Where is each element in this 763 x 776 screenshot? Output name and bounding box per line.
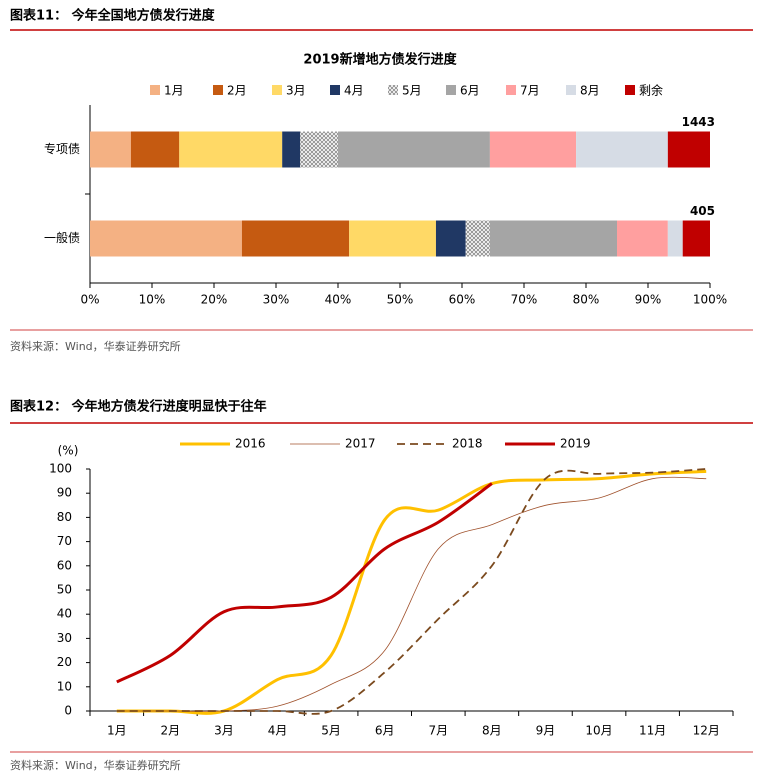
- source: 资料来源：Wind，华泰证券研究所: [10, 758, 181, 772]
- bar-segment: [349, 220, 436, 257]
- y-tick-label: 10: [57, 679, 72, 693]
- annotation: 1443: [682, 115, 715, 129]
- y-tick-label: 70: [57, 534, 72, 548]
- legend-label: 7月: [520, 84, 540, 98]
- x-tick-label: 80%: [573, 293, 600, 307]
- x-tick-label: 40%: [325, 293, 352, 307]
- bar-segment: [179, 131, 283, 168]
- x-tick-label: 4月: [268, 724, 288, 738]
- y-tick-label: 50: [57, 583, 72, 597]
- y-tick-label: 80: [57, 510, 72, 524]
- x-tick-label: 3月: [214, 724, 234, 738]
- x-tick-label: 90%: [635, 293, 662, 307]
- legend-label: 2017: [345, 437, 376, 451]
- legend-swatch: [446, 85, 456, 95]
- x-tick-label: 1月: [107, 724, 127, 738]
- line-series: [116, 482, 493, 684]
- bar-segment: [489, 131, 577, 168]
- bar-segment: [241, 220, 350, 257]
- legend-swatch: [272, 85, 282, 95]
- x-tick-label: 8月: [482, 724, 502, 738]
- y-tick-label: 30: [57, 631, 72, 645]
- bar-segment: [130, 131, 180, 168]
- legend-label: 2月: [227, 84, 247, 98]
- legend-swatch: [388, 85, 398, 95]
- legend-label: 2016: [235, 437, 266, 451]
- x-tick-label: 7月: [428, 724, 448, 738]
- line-series: [116, 468, 707, 715]
- x-tick-label: 100%: [693, 293, 727, 307]
- x-tick-label: 6月: [375, 724, 395, 738]
- line-series: [116, 469, 707, 715]
- x-tick-label: 10%: [139, 293, 166, 307]
- legend-swatch: [150, 85, 160, 95]
- x-tick-label: 2月: [161, 724, 181, 738]
- bar-segment: [90, 131, 131, 168]
- legend-swatch: [566, 85, 576, 95]
- x-tick-label: 30%: [263, 293, 290, 307]
- bar-segment: [667, 220, 683, 257]
- bar-segment: [282, 131, 301, 168]
- bar-segment: [667, 131, 710, 168]
- bar-segment: [435, 220, 466, 257]
- x-tick-label: 0%: [80, 293, 99, 307]
- x-tick-label: 9月: [536, 724, 556, 738]
- bar-segment: [489, 220, 617, 257]
- legend-label: 8月: [580, 84, 600, 98]
- x-tick-label: 20%: [201, 293, 228, 307]
- legend-label: 4月: [344, 84, 364, 98]
- source: 资料来源：Wind，华泰证券研究所: [10, 339, 181, 353]
- x-tick-label: 10月: [585, 724, 612, 738]
- y-tick-label: 0: [64, 704, 72, 718]
- bar-segment: [338, 131, 490, 168]
- legend-label: 2019: [560, 437, 591, 451]
- legend-swatch: [506, 85, 516, 95]
- legend-swatch: [213, 85, 223, 95]
- legend-swatch: [330, 85, 340, 95]
- bar-segment: [300, 131, 338, 168]
- legend-label: 3月: [286, 84, 306, 98]
- y-tick-label: 100: [49, 462, 72, 476]
- x-tick-label: 12月: [693, 724, 720, 738]
- line-series: [116, 476, 707, 712]
- legend-label: 1月: [164, 84, 184, 98]
- y-tick-label: 40: [57, 607, 72, 621]
- legend-label: 剩余: [639, 83, 663, 98]
- chart-title: 2019新增地方债发行进度: [303, 52, 457, 68]
- annotation: 405: [690, 204, 715, 218]
- y-tick-label: 专项债: [44, 141, 80, 156]
- y-tick-label: 一般债: [44, 230, 80, 245]
- y-tick-label: 60: [57, 558, 72, 572]
- bar-segment: [682, 220, 710, 257]
- bar-segment: [90, 220, 242, 257]
- bar-segment: [576, 131, 668, 168]
- legend-label: 6月: [460, 84, 480, 98]
- legend-label: 2018: [452, 437, 483, 451]
- legend-label: 5月: [402, 84, 422, 98]
- y-tick-label: 90: [57, 486, 72, 500]
- x-tick-label: 50%: [387, 293, 414, 307]
- x-tick-label: 5月: [321, 724, 341, 738]
- y-tick-label: 20: [57, 655, 72, 669]
- bar-segment: [465, 220, 490, 257]
- legend-swatch: [625, 85, 635, 95]
- y-axis-label: (%): [58, 444, 79, 458]
- x-tick-label: 70%: [511, 293, 538, 307]
- bar-segment: [617, 220, 668, 257]
- x-tick-label: 60%: [449, 293, 476, 307]
- figure-title: 图表11： 今年全国地方债发行进度: [10, 8, 216, 24]
- x-tick-label: 11月: [639, 724, 666, 738]
- figure-title: 图表12： 今年地方债发行进度明显快于往年: [10, 399, 267, 415]
